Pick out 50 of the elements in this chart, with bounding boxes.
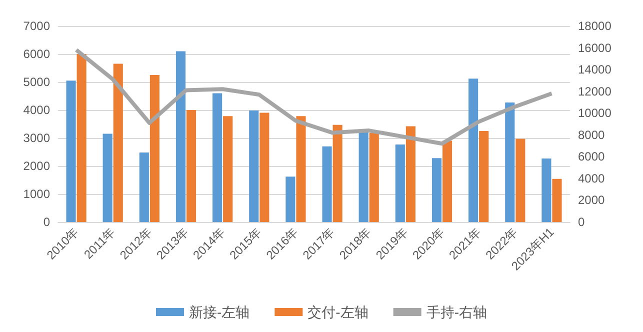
bar xyxy=(249,110,259,222)
legend-label: 新接-左轴 xyxy=(189,304,250,320)
bar xyxy=(66,80,76,222)
y-tick-label: 0 xyxy=(43,215,50,229)
y2-tick-label: 6000 xyxy=(578,150,606,164)
bar xyxy=(395,144,405,222)
y2-tick-label: 16000 xyxy=(578,40,612,55)
legend-label: 手持-右轴 xyxy=(426,304,488,320)
bar xyxy=(479,131,489,222)
legend-label: 交付-左轴 xyxy=(308,304,368,320)
bar xyxy=(358,132,368,222)
bar xyxy=(260,112,270,222)
y2-tick-label: 0 xyxy=(578,215,585,229)
bar xyxy=(286,176,296,222)
y2-tick-label: 2000 xyxy=(578,193,606,208)
bar xyxy=(505,102,515,222)
bar xyxy=(139,152,149,222)
y2-tick-label: 8000 xyxy=(578,128,606,142)
y-tick-label: 6000 xyxy=(23,47,50,61)
y-tick-label: 2000 xyxy=(23,159,50,173)
bar xyxy=(432,158,442,222)
bar xyxy=(223,116,233,222)
line-series xyxy=(74,48,554,146)
bar xyxy=(542,158,552,222)
bar xyxy=(113,64,123,222)
bar xyxy=(102,134,112,222)
y-tick-label: 5000 xyxy=(23,75,50,89)
bar xyxy=(76,54,86,222)
y2-tick-label: 14000 xyxy=(578,62,612,77)
bar xyxy=(369,132,379,222)
y-tick-label: 3000 xyxy=(23,131,50,145)
y2-tick-label: 4000 xyxy=(578,171,606,186)
y-tick-label: 1000 xyxy=(23,187,50,201)
y-tick-label: 7000 xyxy=(23,19,50,33)
y2-tick-label: 12000 xyxy=(578,84,612,98)
bar xyxy=(176,51,186,222)
bar xyxy=(332,124,342,222)
bar xyxy=(552,178,562,222)
bar xyxy=(212,93,222,222)
bar xyxy=(150,75,160,222)
bar xyxy=(442,140,452,222)
y-tick-label: 4000 xyxy=(23,103,50,117)
y2-tick-label: 18000 xyxy=(578,19,612,33)
y2-tick-label: 10000 xyxy=(578,106,612,120)
bar xyxy=(406,126,416,222)
bar xyxy=(322,146,332,222)
bar xyxy=(186,110,196,222)
bar xyxy=(296,116,306,222)
bar xyxy=(468,78,478,222)
bar xyxy=(516,138,526,222)
